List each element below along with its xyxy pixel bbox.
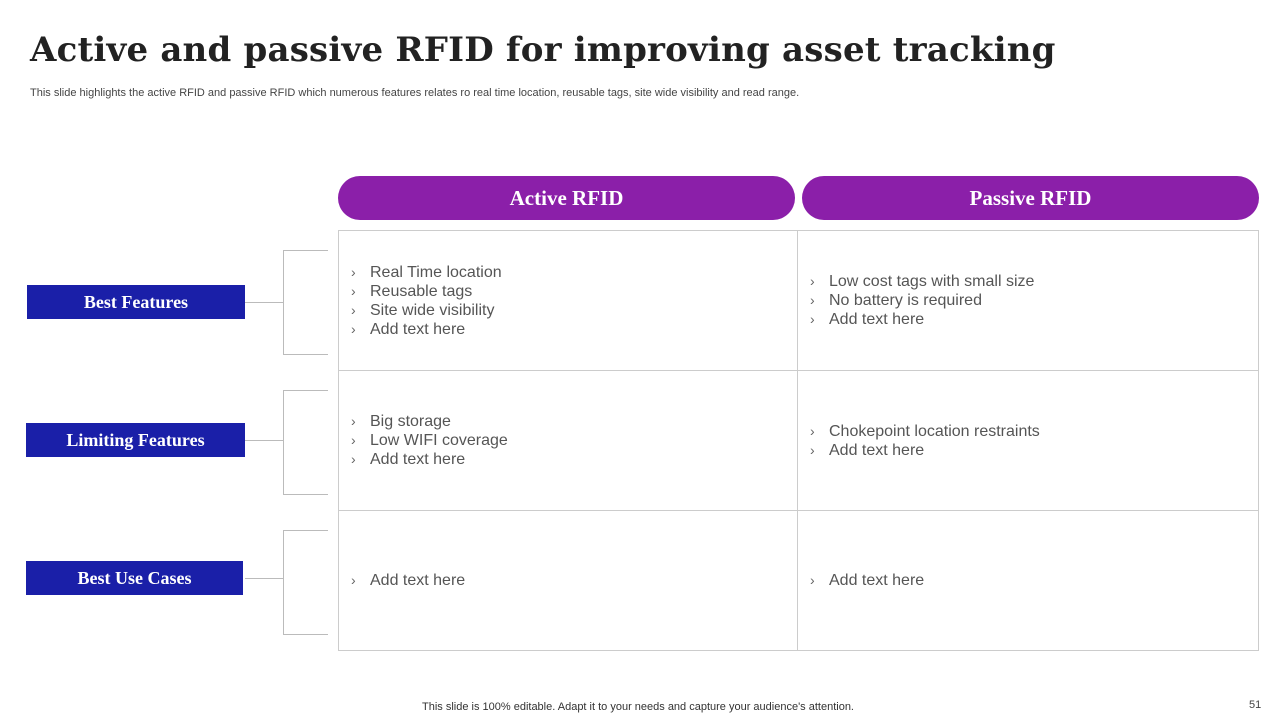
chevron-right-icon: › (351, 572, 356, 588)
list-item: › Big storage (351, 412, 508, 431)
chevron-right-icon: › (810, 572, 815, 588)
list-item-text: Real Time location (370, 263, 502, 281)
row-label: Best Use Cases (26, 561, 243, 595)
list-item: › Add text here (810, 441, 1040, 460)
list-item-text: Add text here (370, 320, 466, 338)
chevron-right-icon: › (351, 320, 356, 337)
chevron-right-icon: › (810, 422, 815, 439)
row-label: Limiting Features (26, 423, 245, 457)
bullet-list: › Add text here (339, 571, 465, 590)
chevron-right-icon: › (351, 432, 356, 448)
chevron-right-icon: › (351, 263, 356, 280)
bracket-connector (283, 390, 284, 494)
bullet-list: › Big storage › Low WIFI coverage › Add text … (339, 412, 508, 469)
bracket-connector (245, 578, 283, 579)
chevron-right-icon: › (810, 292, 815, 308)
bracket-connector (283, 530, 328, 531)
footer-text: This slide is 100% editable. Adapt it to… (422, 701, 854, 713)
header-passive-rfid: Passive RFID (802, 176, 1259, 220)
list-item: › Add text here (351, 571, 465, 590)
chevron-right-icon: › (351, 451, 356, 467)
list-item-text: Add text here (829, 572, 925, 589)
list-item: › Real Time location (351, 263, 502, 282)
chevron-right-icon: › (810, 441, 815, 458)
bracket-connector (245, 440, 283, 441)
page-number: 51 (1249, 699, 1262, 711)
list-item-text: Add text here (829, 311, 925, 328)
list-item-text: Add text here (370, 451, 466, 468)
cell-passive: › Low cost tags with small size › No batter… (797, 230, 1259, 371)
bracket-connector (283, 494, 328, 495)
list-item: › Chokepoint location restraints (810, 422, 1040, 441)
bracket-connector (283, 250, 328, 251)
bracket-connector (245, 302, 283, 303)
header-active-rfid: Active RFID (338, 176, 795, 220)
bracket-connector (283, 530, 284, 634)
cell-passive: › Add text here (797, 510, 1259, 651)
chevron-right-icon: › (810, 311, 815, 327)
list-item: › No battery is required (810, 291, 1034, 310)
chevron-right-icon: › (351, 413, 356, 429)
bullet-list: › Add text here (798, 571, 924, 590)
bullet-list: › Chokepoint location restraints › Add text… (798, 422, 1040, 460)
slide-title: Active and passive RFID for improving as… (30, 30, 1056, 70)
chevron-right-icon: › (351, 301, 356, 318)
list-item: › Site wide visibility (351, 301, 502, 320)
list-item: › Low cost tags with small size (810, 272, 1034, 291)
cell-passive: › Chokepoint location restraints › Add text… (797, 370, 1259, 511)
list-item-text: Reusable tags (370, 282, 473, 300)
list-item: › Reusable tags (351, 282, 502, 301)
list-item-text: Add text here (370, 572, 466, 589)
cell-active: › Big storage › Low WIFI coverage › Add text … (338, 370, 798, 511)
bracket-connector (283, 354, 328, 355)
list-item: › Add text here (810, 310, 1034, 329)
slide-subtitle: This slide highlights the active RFID an… (30, 87, 800, 99)
row-label: Best Features (27, 285, 245, 319)
list-item: › Add text here (351, 320, 502, 339)
list-item-text: Low cost tags with small size (829, 273, 1035, 290)
cell-active: › Add text here (338, 510, 798, 651)
chevron-right-icon: › (351, 282, 356, 299)
bracket-connector (283, 250, 284, 354)
list-item: › Low WIFI coverage (351, 431, 508, 450)
bracket-connector (283, 390, 328, 391)
list-item-text: Low WIFI coverage (370, 432, 508, 449)
bracket-connector (283, 634, 328, 635)
cell-active: › Real Time location › Reusable tags › Site w… (338, 230, 798, 371)
list-item-text: Add text here (829, 441, 925, 459)
list-item: › Add text here (351, 450, 508, 469)
list-item-text: Site wide visibility (370, 301, 495, 319)
list-item-text: Chokepoint location restraints (829, 422, 1040, 440)
bullet-list: › Low cost tags with small size › No batter… (798, 272, 1034, 329)
bullet-list: › Real Time location › Reusable tags › Site w… (339, 263, 502, 339)
list-item-text: Big storage (370, 413, 451, 430)
list-item: › Add text here (810, 571, 924, 590)
list-item-text: No battery is required (829, 292, 982, 309)
chevron-right-icon: › (810, 273, 815, 289)
